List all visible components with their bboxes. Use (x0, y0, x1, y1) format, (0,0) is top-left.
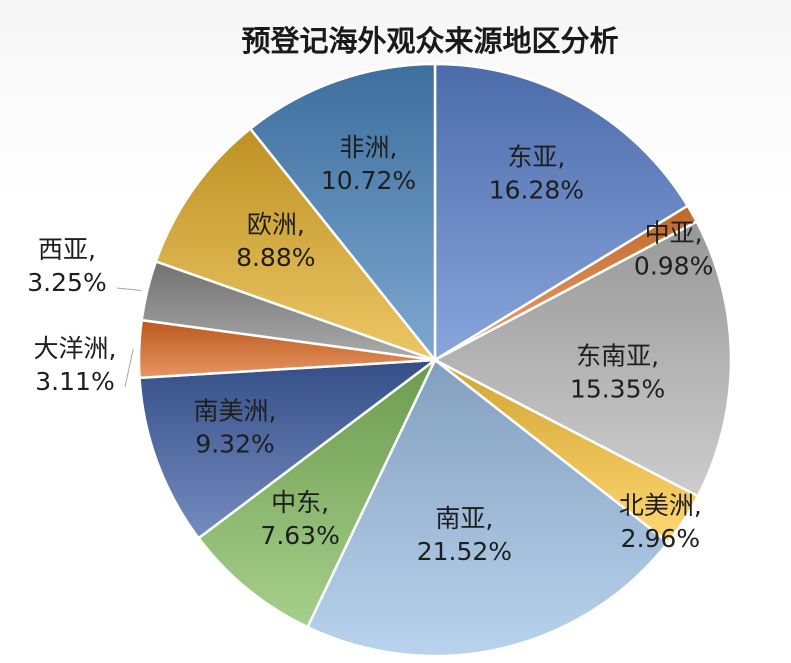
pie-slice-6 (196, 359, 437, 629)
slice-percent-4: 2.96% (621, 524, 700, 553)
pie-slice-7 (138, 358, 440, 540)
slice-percent-9: 3.25% (27, 268, 106, 297)
slice-percent-10: 8.88% (236, 243, 315, 272)
pie-slice-11 (248, 62, 437, 364)
slice-percent-3: 15.35% (570, 374, 665, 403)
slice-percent-11: 10.72% (321, 166, 416, 195)
slice-percent-5: 21.52% (417, 537, 512, 566)
slice-label-7: 南美洲, (194, 397, 277, 426)
slice-percent-8: 3.11% (35, 367, 114, 396)
slice-label-8: 大洋洲, (34, 334, 117, 363)
slice-label-3: 东南亚, (576, 341, 659, 370)
pie-slice-10 (154, 126, 439, 363)
slice-label-9: 西亚, (38, 235, 96, 264)
leader-line-9 (116, 287, 142, 291)
leader-line-8 (124, 348, 134, 388)
slice-label-1: 东亚, (507, 142, 565, 171)
slice-percent-6: 7.63% (260, 521, 339, 550)
slice-label-11: 非洲, (340, 133, 398, 162)
slice-label-5: 南亚, (435, 504, 493, 533)
slice-percent-7: 9.32% (195, 430, 274, 459)
pie-slice-3 (432, 219, 733, 498)
pie-slice-5 (305, 358, 670, 658)
slice-label-2: 中亚, (645, 219, 703, 248)
slice-label-10: 欧洲, (247, 210, 305, 239)
slice-percent-1: 16.28% (489, 175, 584, 204)
chart-title: 预登记海外观众来源地区分析 (241, 24, 619, 58)
pie-slice-1 (433, 62, 690, 363)
slice-label-6: 中东, (271, 488, 329, 517)
slice-label-4: 北美洲, (619, 491, 702, 520)
slice-percent-2: 0.98% (634, 252, 713, 281)
